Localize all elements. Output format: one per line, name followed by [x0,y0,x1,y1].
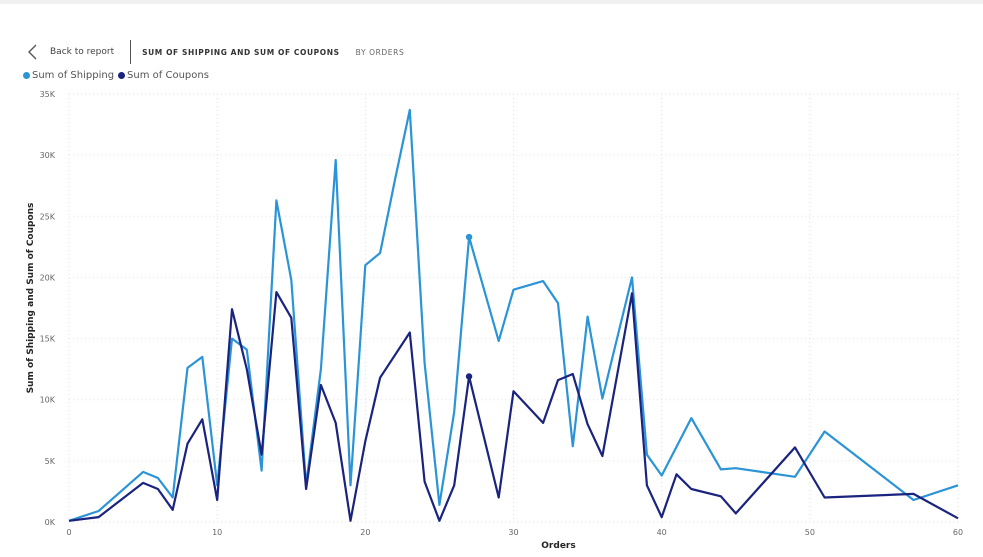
header-bar: Back to report SUM OF SHIPPING AND SUM O… [26,40,404,64]
x-tick-label: 0 [66,528,71,537]
x-tick-label: 50 [805,528,815,537]
chart-title: SUM OF SHIPPING AND SUM OF COUPONS [142,47,340,57]
y-tick-label: 5K [45,457,56,466]
series-line-coupons [68,291,959,522]
y-tick-label: 20K [40,273,56,282]
x-tick-label: 60 [953,528,963,537]
y-tick-label: 25K [40,212,56,221]
chart-subtitle: BY ORDERS [355,47,405,57]
y-tick-label: 30K [40,151,56,160]
y-tick-label: 10K [40,396,56,405]
legend-label-shipping: Sum of Shipping [32,70,115,81]
back-to-report-button[interactable]: Back to report [26,43,114,61]
legend-label-coupons: Sum of Coupons [127,70,209,81]
y-tick-label: 15K [40,335,56,344]
x-tick-label: 10 [212,528,222,537]
y-tick-label: 35K [40,90,56,99]
legend-marker-shipping [23,72,30,79]
legend-marker-coupons [118,72,126,79]
y-axis-title: Sum of Shipping and Sum of Coupons [26,203,36,394]
x-tick-label: 20 [360,528,370,537]
back-to-report-label: Back to report [50,47,115,57]
x-axis-title: Orders [541,541,575,551]
highlight-point [465,373,473,380]
legend-item-shipping[interactable]: Sum of Shipping [23,70,114,81]
chart-legend: Sum of Shipping Sum of Coupons [23,70,213,81]
legend-item-coupons[interactable]: Sum of Coupons [118,70,209,81]
x-tick-label: 40 [657,528,667,537]
header-divider [130,40,132,64]
series-line-shipping [68,108,959,522]
x-tick-label: 30 [508,528,518,537]
y-tick-label: 0K [45,518,56,527]
chevron-left-icon [28,44,37,60]
highlight-point [465,233,473,241]
top-bar [0,0,983,4]
